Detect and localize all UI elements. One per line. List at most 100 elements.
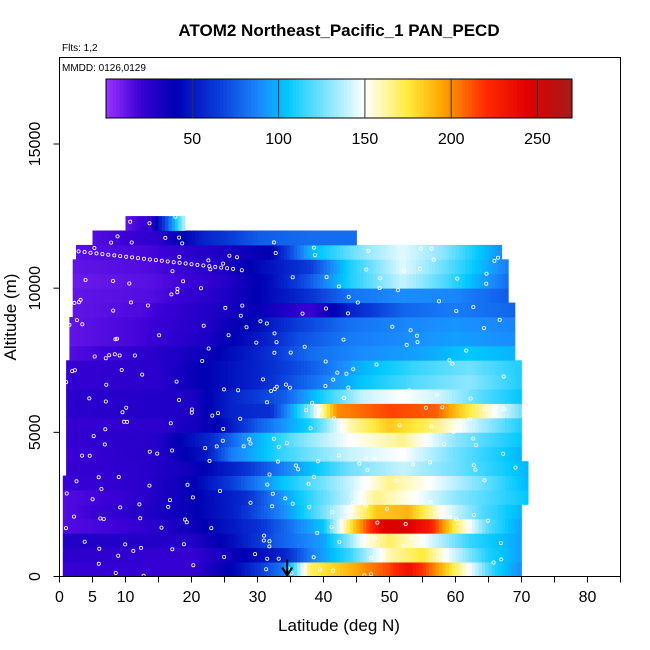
heat-cell [376, 288, 380, 303]
heat-cell [138, 562, 143, 577]
heat-cell [313, 273, 318, 289]
heat-cell [422, 417, 427, 433]
heat-cell [330, 273, 334, 289]
heat-cell [419, 475, 423, 491]
heat-cell [168, 345, 173, 361]
heat-cell [102, 562, 107, 577]
heat-cell [198, 374, 202, 390]
heat-cell [92, 331, 97, 347]
heat-cell [283, 446, 288, 462]
heat-cell [191, 446, 196, 462]
heat-cell [465, 504, 470, 520]
heat-cell [376, 547, 380, 563]
heat-cell [333, 331, 338, 347]
heat-cell [109, 432, 113, 448]
heat-cell [274, 432, 278, 448]
heat-cell [326, 244, 331, 260]
heat-cell [234, 403, 239, 419]
heat-cell [353, 562, 357, 577]
heat-cell [452, 533, 456, 549]
heat-cell [184, 547, 189, 563]
colorbar-swatch [506, 79, 511, 118]
heat-cell [168, 461, 173, 476]
heat-cell [267, 490, 272, 505]
heat-cell [237, 273, 242, 289]
heat-cell [432, 432, 437, 448]
obs-marker [264, 321, 269, 326]
heat-cell [293, 259, 298, 275]
heat-cell [412, 461, 417, 476]
obs-marker [331, 377, 336, 382]
heat-cell [359, 504, 364, 520]
heat-cell [462, 504, 466, 520]
heat-cell [118, 345, 123, 361]
heat-cell [92, 374, 97, 390]
heat-cell [386, 403, 390, 419]
heat-cell [432, 302, 437, 318]
heat-cell [514, 533, 519, 549]
colorbar-swatch [402, 79, 407, 118]
heat-cell [412, 475, 417, 491]
colorbar-swatch [181, 79, 186, 118]
heat-cell [478, 374, 483, 390]
heat-cell [76, 374, 80, 390]
colorbar-swatch [354, 79, 359, 118]
heat-cell [217, 360, 222, 376]
heat-cell [300, 432, 305, 448]
heat-cell [366, 432, 371, 448]
heat-cell [158, 345, 163, 361]
heat-cell [501, 446, 506, 462]
heat-cell [280, 547, 285, 563]
colorbar-swatch [513, 79, 518, 118]
heat-cell [151, 360, 156, 376]
heat-cell [244, 417, 248, 433]
heat-cell [250, 461, 255, 476]
heat-cell [363, 547, 367, 563]
heat-cell [95, 230, 100, 246]
heat-cell [501, 475, 506, 491]
obs-marker [495, 255, 500, 260]
heat-cell [386, 475, 390, 491]
colorbar-swatch [399, 79, 404, 118]
heat-cell [227, 302, 232, 318]
heat-cell [128, 446, 133, 462]
heat-cell [138, 389, 143, 404]
heat-cell [227, 518, 232, 534]
obs-marker [98, 516, 103, 521]
colorbar-swatch [154, 79, 159, 118]
heat-cell [280, 302, 285, 318]
heat-cell [422, 403, 427, 419]
heat-cell [376, 562, 380, 577]
heat-cell [297, 374, 301, 390]
heat-cell [158, 244, 163, 260]
heat-cell [135, 244, 140, 260]
heat-cell [151, 288, 156, 303]
heat-cell [323, 475, 328, 491]
heat-cell [402, 403, 407, 419]
heat-cell [125, 475, 130, 491]
heat-cell [442, 417, 446, 433]
heat-cell [326, 490, 331, 505]
heat-cell [135, 461, 140, 476]
heat-cell [257, 273, 262, 289]
heat-cell [181, 317, 186, 332]
heat-cell [277, 317, 281, 332]
obs-marker [366, 248, 371, 253]
heat-cell [399, 461, 404, 476]
heat-cell [89, 475, 93, 491]
heat-cell [280, 432, 285, 448]
heat-cell [247, 288, 252, 303]
heat-cell [168, 475, 173, 491]
heat-cell [366, 273, 371, 289]
heat-cell [300, 288, 305, 303]
heat-cell [307, 417, 311, 433]
heat-cell [277, 417, 281, 433]
heat-cell [221, 389, 225, 404]
colorbar-swatch [378, 79, 383, 118]
heat-cell [316, 273, 321, 289]
heat-cell [204, 259, 209, 275]
heat-cell [518, 533, 522, 549]
heat-cell [330, 230, 334, 246]
heat-cell [396, 446, 400, 462]
heat-cell [435, 288, 440, 303]
